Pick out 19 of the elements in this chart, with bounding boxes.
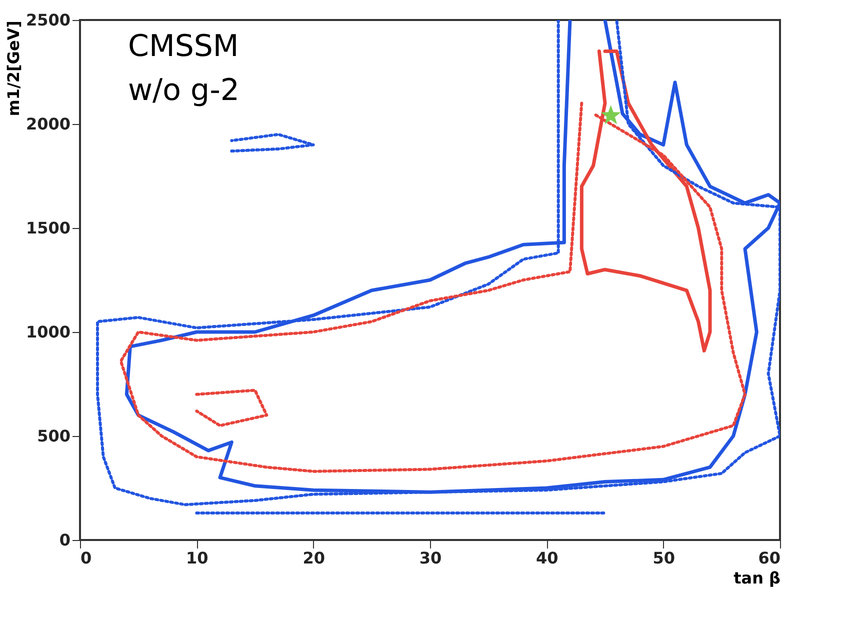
annotation: w/o g-2 (128, 73, 240, 108)
y-tick-label: 2000 (26, 114, 70, 134)
y-tick-label: 2500 (26, 10, 70, 30)
x-tick-label: 20 (302, 548, 325, 568)
x-tick-label: 60 (758, 548, 780, 568)
x-tick-label: 0 (80, 548, 92, 568)
y-tick-label: 1000 (26, 322, 70, 342)
x-tick-label: 30 (419, 548, 442, 568)
y-tick-label: 0 (59, 530, 70, 550)
x-tick-label: 10 (186, 548, 208, 568)
line-series (195, 388, 268, 428)
y-tick-label: 1500 (26, 218, 70, 238)
annotation: CMSSM (128, 29, 239, 64)
y-axis-title: m1/2[GeV] (4, 20, 23, 116)
x-axis-title: tan β (734, 568, 780, 588)
y-tick-label: 500 (37, 426, 70, 446)
x-tick-label: 50 (652, 548, 675, 568)
x-tick-label: 40 (536, 548, 558, 568)
line-series (230, 132, 315, 153)
